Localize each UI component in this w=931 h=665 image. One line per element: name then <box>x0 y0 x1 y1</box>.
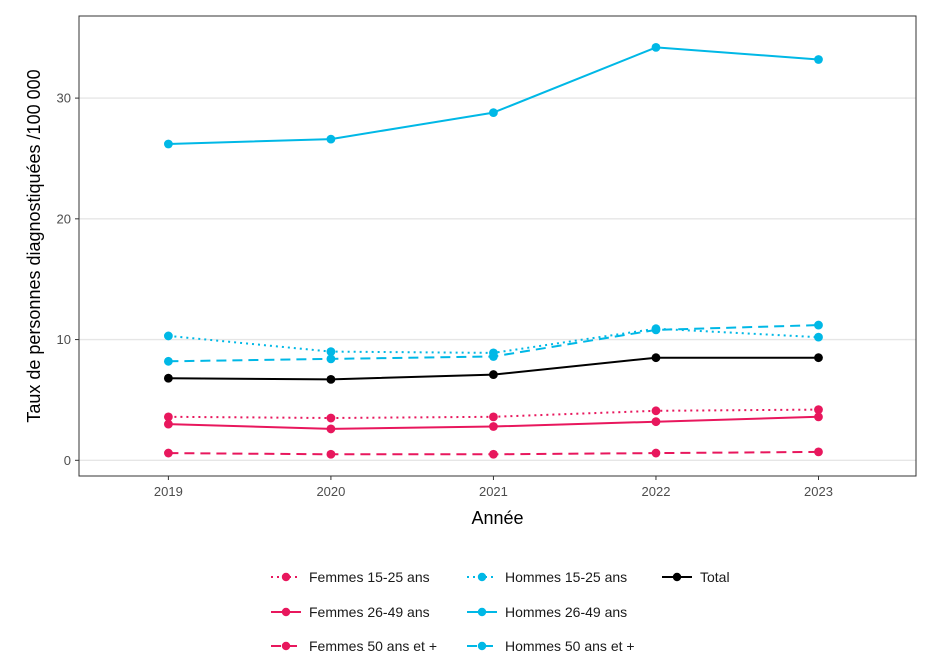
data-point <box>163 139 173 149</box>
series-femmes-50-ans-et- <box>163 447 823 459</box>
x-tick-label: 2021 <box>479 484 508 499</box>
legend: Femmes 15-25 ans Hommes 15-25 ans Total Fem… <box>271 569 730 654</box>
data-point <box>326 354 336 364</box>
legend-key-point <box>281 572 291 582</box>
legend-item: Total <box>662 569 730 585</box>
data-point <box>163 356 173 366</box>
legend-label: Hommes 50 ans et + <box>505 638 635 654</box>
y-tick-label: 10 <box>57 332 71 347</box>
series-lines <box>163 42 823 459</box>
y-axis: 0 10 20 30 <box>57 91 79 468</box>
x-tick-label: 2022 <box>642 484 671 499</box>
data-point <box>489 412 498 422</box>
series-total <box>163 353 823 384</box>
x-axis-title: Année <box>471 508 523 528</box>
data-point <box>163 448 173 458</box>
data-point <box>489 370 498 379</box>
legend-label: Hommes 15-25 ans <box>505 569 627 585</box>
legend-key-point <box>672 572 682 582</box>
data-point <box>489 352 498 361</box>
series-femmes-26-49-ans <box>163 412 823 434</box>
data-point <box>814 353 823 363</box>
legend-item: Femmes 50 ans et + <box>271 638 437 654</box>
legend-item: Hommes 26-49 ans <box>467 604 627 620</box>
data-point <box>489 108 498 117</box>
data-point <box>163 419 173 429</box>
legend-key-point <box>477 572 487 582</box>
legend-key-point <box>281 641 291 651</box>
y-axis-title: Taux de personnes diagnostiquées /100 00… <box>24 69 44 422</box>
data-point <box>163 373 173 383</box>
data-point <box>326 424 336 434</box>
series-hommes-26-49-ans <box>163 42 823 149</box>
data-point <box>489 422 498 431</box>
data-point <box>326 134 336 144</box>
data-point <box>651 353 661 363</box>
legend-item: Femmes 15-25 ans <box>271 569 430 585</box>
x-tick-label: 2023 <box>804 484 833 499</box>
x-axis: 2019 2020 2021 2022 2023 <box>154 476 833 499</box>
legend-item: Hommes 50 ans et + <box>467 638 635 654</box>
series-femmes-15-25-ans <box>163 405 823 423</box>
data-point <box>814 405 823 414</box>
data-point <box>163 412 173 422</box>
data-point <box>814 55 823 64</box>
data-point <box>489 449 498 459</box>
plot-panel-border <box>78 15 917 477</box>
legend-key-point <box>477 641 487 651</box>
legend-key-point <box>477 607 487 617</box>
data-point <box>326 449 336 459</box>
y-tick-label: 30 <box>57 91 71 106</box>
legend-label: Femmes 15-25 ans <box>309 569 430 585</box>
y-tick-label: 0 <box>64 453 71 468</box>
gridlines <box>79 97 916 462</box>
legend-item: Femmes 26-49 ans <box>271 604 430 620</box>
data-point <box>814 332 823 342</box>
legend-label: Femmes 50 ans et + <box>309 638 437 654</box>
data-point <box>651 417 661 427</box>
data-point <box>814 447 823 457</box>
x-tick-label: 2020 <box>316 484 345 499</box>
data-point <box>651 448 661 458</box>
data-point <box>651 325 661 335</box>
series-line <box>168 46 819 145</box>
data-point <box>651 42 661 52</box>
x-tick-label: 2019 <box>154 484 183 499</box>
data-point <box>814 412 823 422</box>
legend-label: Femmes 26-49 ans <box>309 604 430 620</box>
data-point <box>651 406 661 416</box>
legend-label: Total <box>700 569 730 585</box>
legend-label: Hommes 26-49 ans <box>505 604 627 620</box>
data-point <box>326 375 336 384</box>
y-tick-label: 20 <box>57 211 71 226</box>
data-point <box>814 320 823 330</box>
data-point <box>326 413 336 423</box>
legend-key-point <box>281 607 291 617</box>
series-hommes-50-ans-et- <box>163 320 823 366</box>
data-point <box>163 331 173 341</box>
legend-item: Hommes 15-25 ans <box>467 569 627 585</box>
data-point <box>326 347 336 357</box>
